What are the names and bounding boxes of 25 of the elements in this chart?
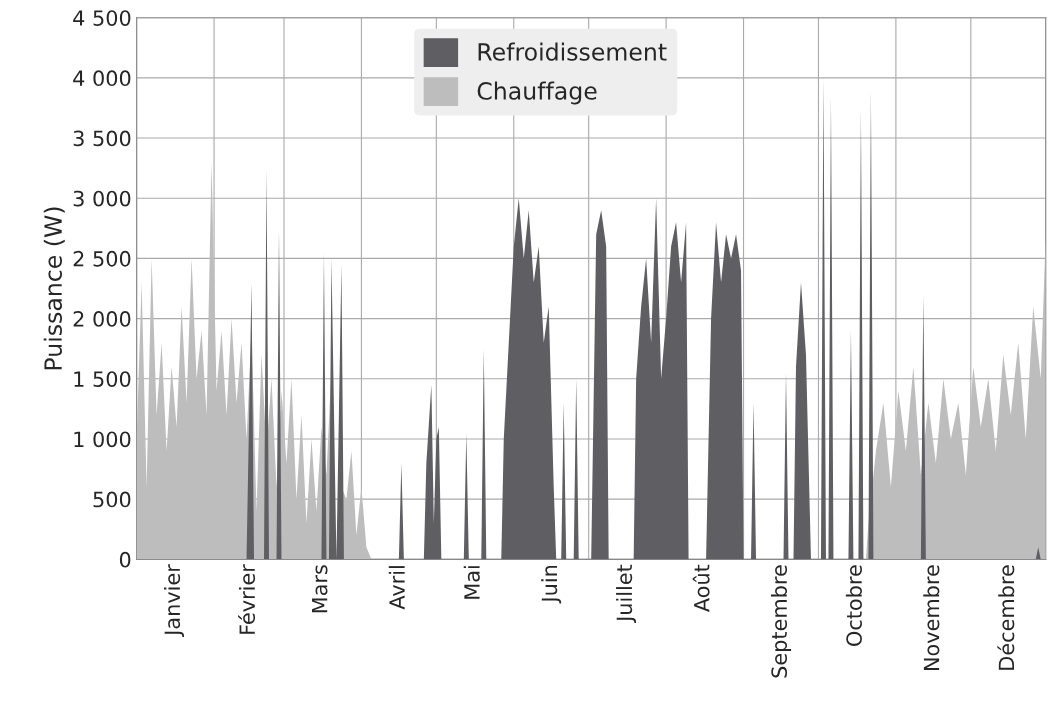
y-tick-label: 3 500 xyxy=(73,130,131,147)
x-tick-label: Mars xyxy=(312,565,328,613)
x-tick-label: Juin xyxy=(541,565,562,604)
y-tick-label: 2 000 xyxy=(73,311,131,327)
y-tick-label: 3 000 xyxy=(73,190,131,207)
y-axis-title: Puissance (W) xyxy=(43,207,65,370)
y-tick-label: 500 xyxy=(93,491,131,508)
y-tick-label: 1 500 xyxy=(74,371,131,387)
y-tick-label: 2 500 xyxy=(73,250,131,267)
x-tick-label: Octobre xyxy=(845,565,862,646)
x-tick-label: Février xyxy=(238,564,256,634)
y-tick-label: 4 500 xyxy=(73,10,131,26)
x-tick-label: Novembre xyxy=(923,565,940,671)
x-tick-label: Août xyxy=(692,564,710,613)
y-tick-label: 0 xyxy=(119,551,131,568)
legend-label: Refroidissement xyxy=(478,42,667,61)
y-tick-label: 4 000 xyxy=(73,70,131,87)
x-tick-label: Mai xyxy=(463,566,480,599)
x-tick-label: Juillet xyxy=(616,564,637,623)
legend-label: Chauffage xyxy=(477,81,597,105)
y-tick-label: 1 000 xyxy=(74,431,131,448)
x-tick-label: Avril xyxy=(388,566,405,610)
x-tick-label: Janvier xyxy=(164,564,185,637)
x-tick-label: Septembre xyxy=(770,565,792,678)
x-tick-label: Décembre xyxy=(997,565,1015,670)
